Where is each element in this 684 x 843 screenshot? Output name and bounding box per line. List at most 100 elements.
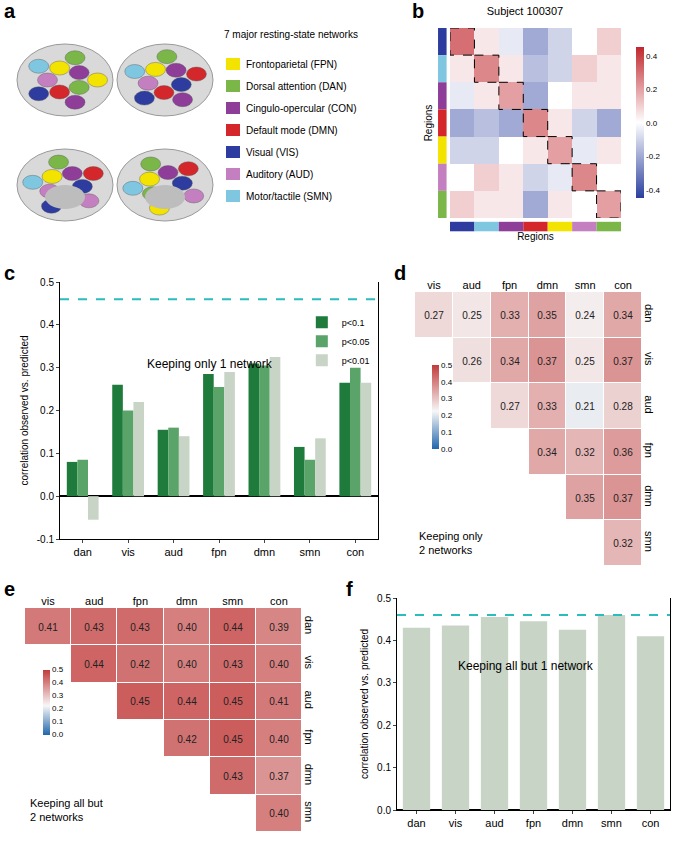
svg-text:0.36: 0.36 — [613, 447, 633, 458]
svg-text:0.34: 0.34 — [500, 356, 520, 367]
svg-text:smn: smn — [299, 546, 320, 558]
svg-text:0.45: 0.45 — [223, 734, 243, 745]
svg-text:Keeping only2 networks: Keeping only2 networks — [419, 530, 483, 556]
svg-text:fpn: fpn — [643, 443, 655, 458]
svg-text:smn: smn — [222, 595, 243, 607]
svg-text:fpn: fpn — [502, 279, 517, 291]
svg-text:0.2: 0.2 — [52, 704, 64, 713]
svg-text:aud: aud — [643, 395, 655, 413]
svg-text:aud: aud — [485, 817, 503, 829]
svg-text:con: con — [614, 279, 632, 291]
svg-text:0.4: 0.4 — [40, 319, 54, 330]
svg-text:0.0: 0.0 — [377, 805, 391, 816]
svg-text:0.45: 0.45 — [130, 696, 150, 707]
svg-text:0.27: 0.27 — [500, 401, 520, 412]
svg-text:fpn: fpn — [526, 817, 541, 829]
svg-text:fpn: fpn — [303, 729, 315, 744]
svg-text:0.42: 0.42 — [177, 734, 197, 745]
svg-text:dan: dan — [74, 546, 92, 558]
svg-text:p<0.01: p<0.01 — [342, 356, 370, 366]
svg-text:dan: dan — [303, 616, 315, 634]
svg-text:dmn: dmn — [537, 279, 558, 291]
svg-text:0.40: 0.40 — [269, 808, 289, 819]
svg-text:aud: aud — [164, 546, 182, 558]
svg-text:dan: dan — [643, 304, 655, 322]
svg-text:vis: vis — [427, 279, 441, 291]
svg-text:0.1: 0.1 — [441, 428, 453, 437]
svg-text:Motor/tactile (SMN): Motor/tactile (SMN) — [246, 191, 332, 202]
svg-text:0.4: 0.4 — [441, 378, 453, 387]
svg-text:aud: aud — [463, 279, 481, 291]
svg-text:0.32: 0.32 — [575, 447, 595, 458]
svg-text:0.34: 0.34 — [537, 447, 557, 458]
svg-text:0.40: 0.40 — [269, 659, 289, 670]
svg-text:vis: vis — [449, 817, 463, 829]
svg-text:0.41: 0.41 — [38, 622, 58, 633]
svg-text:0.1: 0.1 — [40, 448, 54, 459]
svg-text:smn: smn — [643, 531, 655, 552]
svg-text:0.5: 0.5 — [40, 277, 54, 288]
svg-text:dmn: dmn — [303, 764, 315, 785]
svg-text:-0.2: -0.2 — [646, 152, 660, 161]
svg-text:0.32: 0.32 — [613, 538, 633, 549]
svg-text:0.41: 0.41 — [269, 696, 289, 707]
svg-text:0.5: 0.5 — [377, 593, 391, 604]
svg-text:0.37: 0.37 — [269, 771, 289, 782]
svg-text:dmn: dmn — [562, 817, 583, 829]
svg-text:con: con — [642, 817, 660, 829]
svg-text:Keeping only 1 network: Keeping only 1 network — [147, 357, 273, 371]
svg-text:0.40: 0.40 — [177, 659, 197, 670]
svg-text:Keeping all but2 networks: Keeping all but2 networks — [30, 797, 103, 823]
svg-text:vis: vis — [41, 595, 55, 607]
svg-text:0.21: 0.21 — [575, 401, 595, 412]
svg-text:0.37: 0.37 — [613, 356, 633, 367]
svg-text:Default mode (DMN): Default mode (DMN) — [246, 125, 338, 136]
svg-text:Regions: Regions — [517, 231, 554, 242]
svg-text:Visual (VIS): Visual (VIS) — [246, 147, 299, 158]
svg-text:con: con — [270, 595, 288, 607]
svg-text:0.3: 0.3 — [441, 394, 453, 403]
svg-text:0.3: 0.3 — [52, 691, 64, 700]
svg-text:0.43: 0.43 — [84, 622, 104, 633]
svg-text:0.0: 0.0 — [52, 730, 64, 739]
svg-text:vis: vis — [303, 656, 315, 670]
svg-text:0.43: 0.43 — [223, 659, 243, 670]
svg-text:vis: vis — [121, 546, 135, 558]
svg-text:0.3: 0.3 — [40, 362, 54, 373]
svg-text:0.33: 0.33 — [537, 401, 557, 412]
svg-text:correlation observed vs. predi: correlation observed vs. predicted — [359, 629, 370, 779]
svg-text:0.0: 0.0 — [441, 445, 453, 454]
svg-text:0.2: 0.2 — [40, 405, 54, 416]
svg-text:0.26: 0.26 — [462, 356, 482, 367]
svg-text:0.45: 0.45 — [223, 696, 243, 707]
svg-text:0.40: 0.40 — [269, 734, 289, 745]
svg-text:smn: smn — [303, 801, 315, 822]
svg-text:0.44: 0.44 — [223, 622, 243, 633]
svg-text:0.44: 0.44 — [84, 659, 104, 670]
svg-text:Frontoparietal (FPN): Frontoparietal (FPN) — [246, 59, 337, 70]
svg-text:0.1: 0.1 — [52, 717, 64, 726]
svg-text:0.25: 0.25 — [462, 310, 482, 321]
svg-text:0.28: 0.28 — [613, 401, 633, 412]
svg-text:0.44: 0.44 — [177, 696, 197, 707]
svg-text:0.5: 0.5 — [52, 665, 64, 674]
svg-text:0.35: 0.35 — [537, 310, 557, 321]
svg-text:aud: aud — [85, 595, 103, 607]
svg-text:-0.4: -0.4 — [646, 186, 660, 195]
svg-text:smn: smn — [601, 817, 622, 829]
svg-text:0.5: 0.5 — [441, 361, 453, 370]
svg-text:fpn: fpn — [211, 546, 226, 558]
svg-text:0.2: 0.2 — [646, 85, 658, 94]
svg-text:0.0: 0.0 — [646, 119, 658, 128]
svg-text:0.4: 0.4 — [52, 678, 64, 687]
svg-text:smn: smn — [575, 279, 596, 291]
svg-text:Cingulo-opercular (CON): Cingulo-opercular (CON) — [246, 103, 357, 114]
svg-text:0.37: 0.37 — [613, 493, 633, 504]
svg-text:0.37: 0.37 — [537, 356, 557, 367]
svg-text:0.42: 0.42 — [130, 659, 150, 670]
svg-text:0.4: 0.4 — [377, 635, 391, 646]
svg-text:0.43: 0.43 — [223, 771, 243, 782]
svg-text:7 major resting-state networks: 7 major resting-state networks — [224, 29, 358, 40]
svg-text:0.1: 0.1 — [377, 762, 391, 773]
svg-text:0.39: 0.39 — [269, 622, 289, 633]
